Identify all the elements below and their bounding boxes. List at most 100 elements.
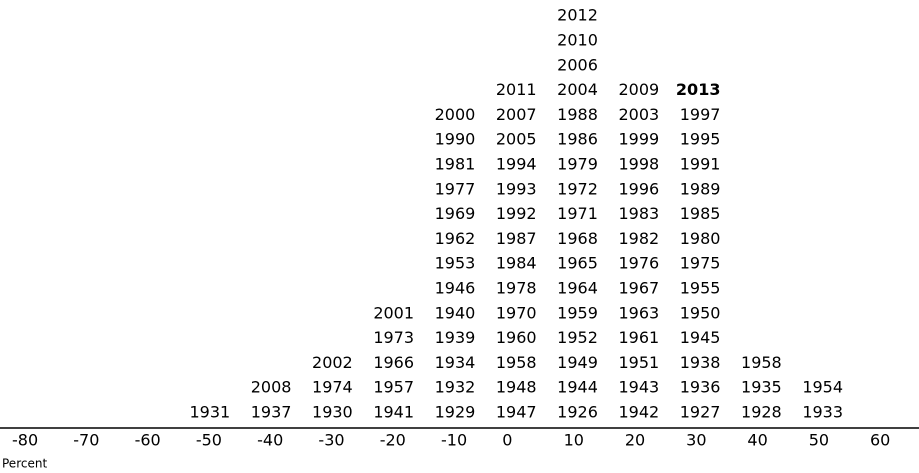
year-label: 2006 bbox=[557, 55, 598, 74]
x-tick-label: 20 bbox=[625, 431, 645, 450]
year-label: 1931 bbox=[189, 403, 230, 422]
year-label: 1982 bbox=[618, 229, 659, 248]
year-label: 2007 bbox=[496, 105, 537, 124]
year-label: 1945 bbox=[680, 328, 721, 347]
x-tick-label: -80 bbox=[12, 431, 38, 450]
year-label: 1962 bbox=[435, 229, 476, 248]
year-label: 1993 bbox=[496, 179, 537, 198]
x-tick-label: -20 bbox=[380, 431, 406, 450]
year-label: 1940 bbox=[435, 303, 476, 322]
x-axis-label: Percent bbox=[2, 457, 47, 471]
year-label: 1998 bbox=[618, 155, 659, 174]
year-label: 1961 bbox=[618, 328, 659, 347]
year-label: 1939 bbox=[435, 328, 476, 347]
year-label: 1965 bbox=[557, 254, 598, 273]
year-label: 1980 bbox=[680, 229, 721, 248]
year-label: 2008 bbox=[251, 378, 292, 397]
year-label: 1950 bbox=[680, 303, 721, 322]
year-label: 1934 bbox=[435, 353, 476, 372]
year-label: 1948 bbox=[496, 378, 537, 397]
year-label: 1970 bbox=[496, 303, 537, 322]
year-label: 1974 bbox=[312, 378, 353, 397]
year-label: 1933 bbox=[802, 403, 843, 422]
x-tick-label: 60 bbox=[870, 431, 890, 450]
year-label: 1954 bbox=[802, 378, 843, 397]
year-label: 2000 bbox=[435, 105, 476, 124]
year-label: 1958 bbox=[496, 353, 537, 372]
year-label: 1971 bbox=[557, 204, 598, 223]
x-tick-label: -10 bbox=[441, 431, 467, 450]
year-label: 1935 bbox=[741, 378, 782, 397]
year-label: 2012 bbox=[557, 6, 598, 25]
year-label: 1963 bbox=[618, 303, 659, 322]
year-label: 1941 bbox=[373, 403, 414, 422]
x-tick-label: 40 bbox=[747, 431, 767, 450]
year-label: 1942 bbox=[618, 403, 659, 422]
year-label: 1928 bbox=[741, 403, 782, 422]
year-label: 2001 bbox=[373, 303, 414, 322]
year-label: 1969 bbox=[435, 204, 476, 223]
x-tick-label: -60 bbox=[135, 431, 161, 450]
year-label: 1936 bbox=[680, 378, 721, 397]
year-label: 1938 bbox=[680, 353, 721, 372]
x-tick-label: -50 bbox=[196, 431, 222, 450]
year-label: 1967 bbox=[618, 279, 659, 298]
year-label: 1975 bbox=[680, 254, 721, 273]
x-tick-label: 0 bbox=[502, 431, 512, 450]
year-label: 1932 bbox=[435, 378, 476, 397]
year-label: 1952 bbox=[557, 328, 598, 347]
year-label: 1966 bbox=[373, 353, 414, 372]
x-tick-label: 10 bbox=[564, 431, 584, 450]
year-label: 1973 bbox=[373, 328, 414, 347]
year-label: 2011 bbox=[496, 80, 537, 99]
year-label: 2003 bbox=[618, 105, 659, 124]
year-label: 1951 bbox=[618, 353, 659, 372]
year-label: 1986 bbox=[557, 130, 598, 149]
year-label: 1978 bbox=[496, 279, 537, 298]
year-label: 1997 bbox=[680, 105, 721, 124]
year-label: 1960 bbox=[496, 328, 537, 347]
year-label: 1944 bbox=[557, 378, 598, 397]
x-tick-label: 50 bbox=[809, 431, 829, 450]
year-label: 2004 bbox=[557, 80, 598, 99]
year-label: 1949 bbox=[557, 353, 598, 372]
year-label: 1989 bbox=[680, 179, 721, 198]
year-label: 1926 bbox=[557, 403, 598, 422]
year-label: 1977 bbox=[435, 179, 476, 198]
year-label: 1946 bbox=[435, 279, 476, 298]
year-label: 1985 bbox=[680, 204, 721, 223]
x-tick-label: -70 bbox=[73, 431, 99, 450]
year-label: 1988 bbox=[557, 105, 598, 124]
year-label: 1984 bbox=[496, 254, 537, 273]
year-label: 1994 bbox=[496, 155, 537, 174]
year-label: 1995 bbox=[680, 130, 721, 149]
year-label: 1990 bbox=[435, 130, 476, 149]
year-label: 1999 bbox=[618, 130, 659, 149]
year-label: 1955 bbox=[680, 279, 721, 298]
year-label: 2002 bbox=[312, 353, 353, 372]
x-tick-label: -40 bbox=[257, 431, 283, 450]
year-label: 1953 bbox=[435, 254, 476, 273]
year-label: 2005 bbox=[496, 130, 537, 149]
year-label: 1947 bbox=[496, 403, 537, 422]
year-label: 1972 bbox=[557, 179, 598, 198]
year-label: 1927 bbox=[680, 403, 721, 422]
x-tick-label: -30 bbox=[318, 431, 344, 450]
year-label: 1981 bbox=[435, 155, 476, 174]
year-label: 1937 bbox=[251, 403, 292, 422]
year-label: 1929 bbox=[435, 403, 476, 422]
year-label: 1991 bbox=[680, 155, 721, 174]
year-label: 1992 bbox=[496, 204, 537, 223]
year-label: 2009 bbox=[618, 80, 659, 99]
year-label: 1930 bbox=[312, 403, 353, 422]
year-label: 1959 bbox=[557, 303, 598, 322]
year-label: 1964 bbox=[557, 279, 598, 298]
year-label: 1968 bbox=[557, 229, 598, 248]
x-tick-label: 30 bbox=[686, 431, 706, 450]
year-label: 2013 bbox=[676, 80, 721, 99]
year-label: 2010 bbox=[557, 31, 598, 50]
year-label: 1958 bbox=[741, 353, 782, 372]
year-label: 1983 bbox=[618, 204, 659, 223]
year-label: 1996 bbox=[618, 179, 659, 198]
year-label: 1943 bbox=[618, 378, 659, 397]
